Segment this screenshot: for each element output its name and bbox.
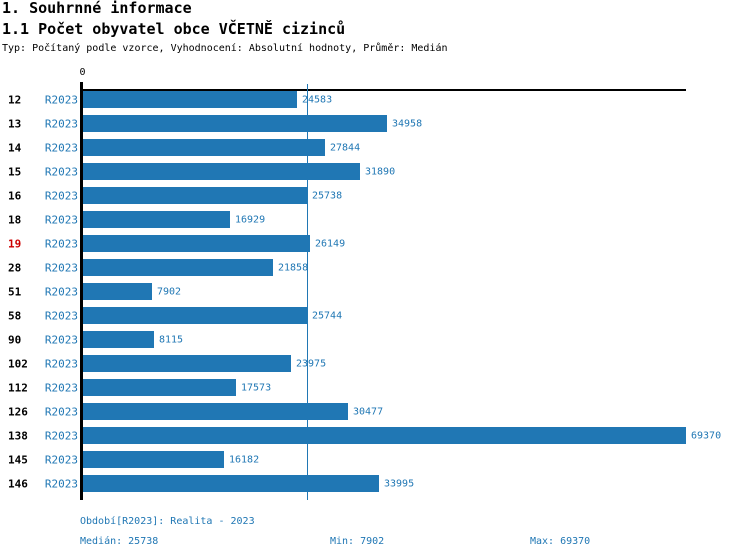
row-category-label: 28 <box>8 261 22 275</box>
row-series-label: R2023 <box>44 237 78 251</box>
bar-value-label: 31890 <box>365 166 396 178</box>
footer-min-label: Min: 7902 <box>330 536 385 547</box>
bar <box>83 187 307 204</box>
chart-row: 58 R2023 25744 <box>0 304 750 328</box>
chart-row: 12 R2023 24583 <box>0 88 750 112</box>
row-category-label: 12 <box>8 93 22 107</box>
row-series-label: R2023 <box>44 309 78 323</box>
bar <box>83 235 310 252</box>
bar-value-label: 27844 <box>330 142 361 154</box>
chart-row: 112 R2023 17573 <box>0 376 750 400</box>
row-series-label: R2023 <box>44 141 78 155</box>
row-series-label: R2023 <box>44 453 78 467</box>
chart-row: 90 R2023 8115 <box>0 328 750 352</box>
row-series-label: R2023 <box>44 213 78 227</box>
row-series-label: R2023 <box>44 117 78 131</box>
chart-row: 102 R2023 23975 <box>0 352 750 376</box>
bar-value-label: 17573 <box>241 382 272 394</box>
y-axis-line <box>80 82 83 500</box>
bar-value-label: 8115 <box>159 334 184 346</box>
bar-value-label: 33995 <box>384 478 415 490</box>
bar <box>83 307 307 324</box>
chart-row: 51 R2023 7902 <box>0 280 750 304</box>
footer-max-label: Max: 69370 <box>530 536 591 547</box>
row-category-label: 19 <box>8 237 22 251</box>
bar <box>83 451 224 468</box>
chart-row: 13 R2023 34958 <box>0 112 750 136</box>
bar <box>83 139 325 156</box>
chart-row: 18 R2023 16929 <box>0 208 750 232</box>
chart-row: 126 R2023 30477 <box>0 400 750 424</box>
footer-median-label: Medián: 25738 <box>80 536 159 547</box>
bar-value-label: 24583 <box>302 94 333 106</box>
row-series-label: R2023 <box>44 357 78 371</box>
row-category-label: 14 <box>8 141 22 155</box>
bar <box>83 211 230 228</box>
bar-value-label: 34958 <box>392 118 423 130</box>
bar <box>83 355 291 372</box>
bar <box>83 427 686 444</box>
bar-value-label: 26149 <box>315 238 346 250</box>
row-category-label: 13 <box>8 117 22 131</box>
bar-value-label: 16929 <box>235 214 266 226</box>
bar <box>83 283 152 300</box>
bar <box>83 403 348 420</box>
row-series-label: R2023 <box>44 93 78 107</box>
bar <box>83 475 379 492</box>
footer-period-label: Období[R2023]: Realita - 2023 <box>80 516 255 527</box>
chart-row: 145 R2023 16182 <box>0 448 750 472</box>
median-line <box>307 84 308 500</box>
row-series-label: R2023 <box>44 261 78 275</box>
row-category-label: 138 <box>8 429 28 443</box>
chart-row: 14 R2023 27844 <box>0 136 750 160</box>
row-category-label: 112 <box>8 381 28 395</box>
row-series-label: R2023 <box>44 405 78 419</box>
bar-value-label: 69370 <box>691 430 722 442</box>
bar <box>83 379 236 396</box>
row-series-label: R2023 <box>44 381 78 395</box>
row-category-label: 126 <box>8 405 28 419</box>
row-category-label: 145 <box>8 453 28 467</box>
chart-row: 28 R2023 21858 <box>0 256 750 280</box>
bar-value-label: 23975 <box>296 358 327 370</box>
x-axis-line <box>80 89 686 91</box>
row-category-label: 18 <box>8 213 22 227</box>
bar <box>83 259 273 276</box>
row-category-label: 146 <box>8 477 28 491</box>
chart-row: 15 R2023 31890 <box>0 160 750 184</box>
row-series-label: R2023 <box>44 285 78 299</box>
chart-row: 138 R2023 69370 <box>0 424 750 448</box>
bar-value-label: 25744 <box>312 310 343 322</box>
bar-value-label: 7902 <box>157 286 182 298</box>
bar-value-label: 16182 <box>229 454 260 466</box>
bar-value-label: 25738 <box>312 190 343 202</box>
row-series-label: R2023 <box>44 333 78 347</box>
bar <box>83 331 154 348</box>
row-category-label: 51 <box>8 285 22 299</box>
row-category-label: 90 <box>8 333 22 347</box>
bar-value-label: 30477 <box>353 406 384 418</box>
row-category-label: 16 <box>8 189 22 203</box>
bar <box>83 115 387 132</box>
report-subtitle: 1.1 Počet obyvatel obce VČETNĚ cizinců <box>2 20 346 38</box>
row-series-label: R2023 <box>44 189 78 203</box>
row-category-label: 102 <box>8 357 28 371</box>
bar-value-label: 21858 <box>278 262 309 274</box>
chart-row: 19 R2023 26149 <box>0 232 750 256</box>
row-series-label: R2023 <box>44 477 78 491</box>
chart-row: 146 R2023 33995 <box>0 472 750 496</box>
report-meta: Typ: Počítaný podle vzorce, Vyhodnocení:… <box>2 43 448 54</box>
row-series-label: R2023 <box>44 165 78 179</box>
report-title: 1. Souhrnné informace <box>2 0 192 17</box>
row-series-label: R2023 <box>44 429 78 443</box>
row-category-label: 15 <box>8 165 22 179</box>
chart-row: 16 R2023 25738 <box>0 184 750 208</box>
bar-chart: 12 R2023 24583 13 R2023 34958 14 R2023 27844 15 R2… <box>0 88 750 496</box>
row-category-label: 58 <box>8 309 22 323</box>
x-axis-zero-label: 0 <box>79 67 86 78</box>
bar <box>83 163 360 180</box>
bar <box>83 91 297 108</box>
